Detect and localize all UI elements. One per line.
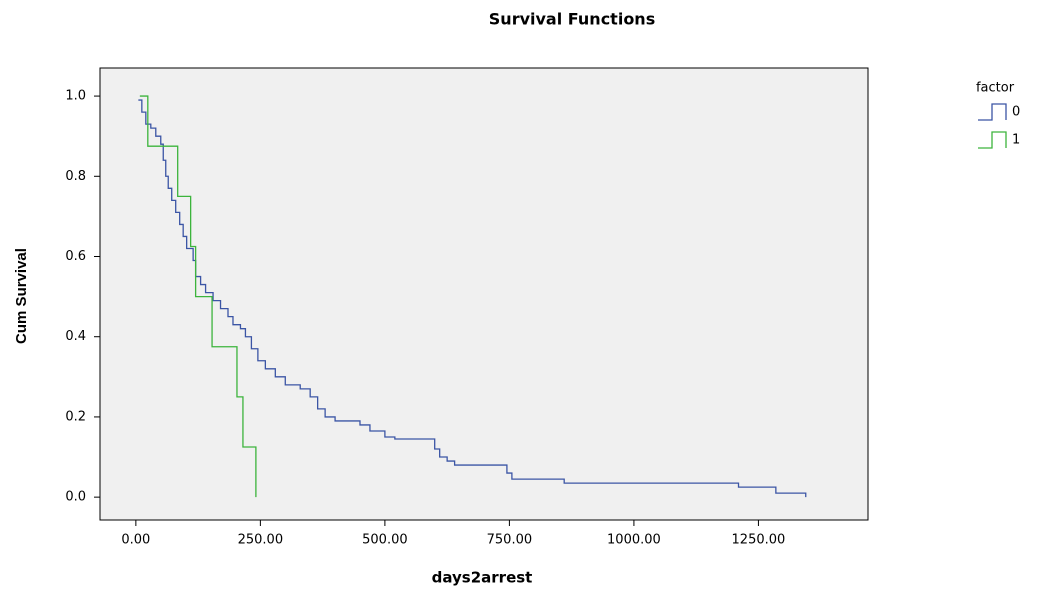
y-tick-label: 0.0 [65, 490, 86, 505]
legend-symbol [978, 131, 1007, 149]
x-tick-label: 1250.00 [732, 533, 786, 548]
x-axis-label: days2arrest [432, 569, 533, 587]
legend-symbol [978, 103, 1007, 121]
legend-title: factor [976, 81, 1015, 96]
y-tick-label: 1.0 [65, 89, 86, 104]
x-tick-label: 250.00 [238, 533, 284, 548]
legend-label: 0 [1012, 105, 1020, 120]
x-tick-label: 500.00 [362, 533, 408, 548]
y-tick-label: 0.8 [65, 169, 86, 184]
x-tick-label: 0.00 [121, 533, 150, 548]
y-axis-label: Cum Survival [13, 248, 30, 344]
chart-title: Survival Functions [489, 10, 655, 29]
legend-label: 1 [1012, 133, 1020, 148]
x-tick-label: 1000.00 [607, 533, 661, 548]
x-tick-label: 750.00 [487, 533, 533, 548]
y-tick-label: 0.4 [65, 329, 86, 344]
y-tick-label: 0.6 [65, 249, 86, 264]
survival-line [139, 95, 257, 498]
y-tick-label: 0.2 [65, 409, 86, 424]
plot-area [99, 67, 869, 521]
survival-line [138, 99, 807, 498]
